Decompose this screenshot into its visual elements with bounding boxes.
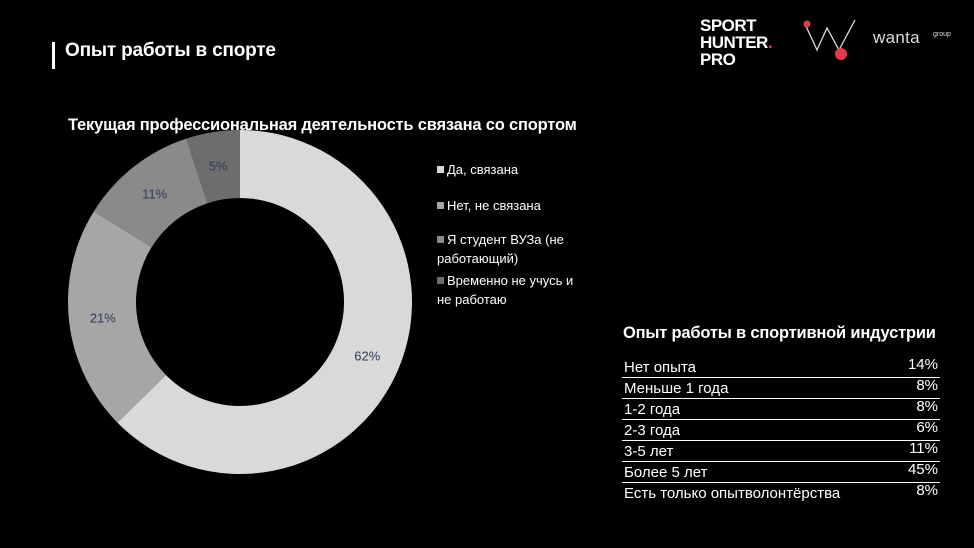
legend-label: Нет, не связана <box>447 198 541 213</box>
title-accent-bar <box>52 42 55 69</box>
donut-slice-label-2: 21% <box>90 310 116 325</box>
table-row-value: 6% <box>916 419 938 436</box>
sporthunter-logo-dot: . <box>767 33 773 52</box>
donut-slice-label-4: 5% <box>209 159 228 174</box>
legend-item: Временно не учусь и не работаю <box>437 271 573 309</box>
legend-swatch <box>437 166 444 173</box>
table-row-label: 1-2 года <box>624 401 681 418</box>
experience-table: Нет опыта 14% Меньше 1 года 8% 1-2 года 8% 2-3… <box>622 356 940 503</box>
sporthunter-logo-line1: SPORT <box>700 16 757 35</box>
table-row: 3-5 лет 11% <box>622 440 940 462</box>
table-row-label: 2-3 года <box>624 422 681 439</box>
legend-item: Да, связана <box>437 160 518 179</box>
donut-slice-label-1: 62% <box>354 348 380 363</box>
experience-table-title: Опыт работы в спортивной индустрии <box>623 324 936 342</box>
legend-swatch <box>437 202 444 209</box>
table-row: 1-2 года 8% <box>622 398 940 420</box>
table-row-label: 3-5 лет <box>624 443 674 460</box>
sporthunter-logo-line3: PRO <box>700 50 736 69</box>
legend-item: Нет, не связана <box>437 196 541 215</box>
donut-slice-2 <box>67 211 166 423</box>
donut-slice-4 <box>186 130 240 204</box>
table-row-value: 8% <box>916 377 938 394</box>
table-row-label: Есть только опытволонтёрства <box>624 485 841 502</box>
wanta-logo-group: group <box>933 31 951 38</box>
legend-swatch <box>437 277 444 284</box>
legend-label: работающий) <box>437 251 519 266</box>
legend-label: не работаю <box>437 292 507 307</box>
table-row: Есть только опытволонтёрства 8% <box>622 482 940 503</box>
wanta-logo-text: wanta <box>873 28 920 47</box>
page-title: Опыт работы в спорте <box>65 40 276 61</box>
legend-item: Я студент ВУЗа (не работающий) <box>437 230 564 268</box>
legend-label: Я студент ВУЗа (не <box>447 232 564 247</box>
table-row-value: 8% <box>916 482 938 499</box>
donut-slice-1 <box>117 130 412 474</box>
table-row-value: 14% <box>907 356 938 373</box>
wanta-mark-icon <box>803 19 856 60</box>
table-row: Более 5 лет 45% <box>622 461 940 483</box>
table-row: Меньше 1 года 8% <box>622 377 940 399</box>
sporthunter-logo-line2-wrap: HUNTER. <box>700 33 773 52</box>
table-row-value: 8% <box>916 398 938 415</box>
table-row: 2-3 года 6% <box>622 419 940 441</box>
sporthunter-logo: SPORT HUNTER. PRO <box>700 16 773 69</box>
table-row-label: Более 5 лет <box>624 464 708 481</box>
donut-slice-3 <box>93 138 208 248</box>
table-row-label: Нет опыта <box>624 359 697 376</box>
legend-swatch <box>437 236 444 243</box>
donut-slice-label-3: 11% <box>142 187 167 202</box>
table-row: Нет опыта 14% <box>622 356 940 378</box>
table-row-value: 45% <box>907 461 938 478</box>
chart-title: Текущая профессиональная деятельность св… <box>68 116 577 134</box>
table-row-label: Меньше 1 года <box>624 380 729 397</box>
legend-label: Временно не учусь и <box>447 273 574 288</box>
sporthunter-logo-line2: HUNTER <box>700 33 768 52</box>
table-row-value: 11% <box>909 440 938 457</box>
legend-label: Да, связана <box>447 162 519 177</box>
